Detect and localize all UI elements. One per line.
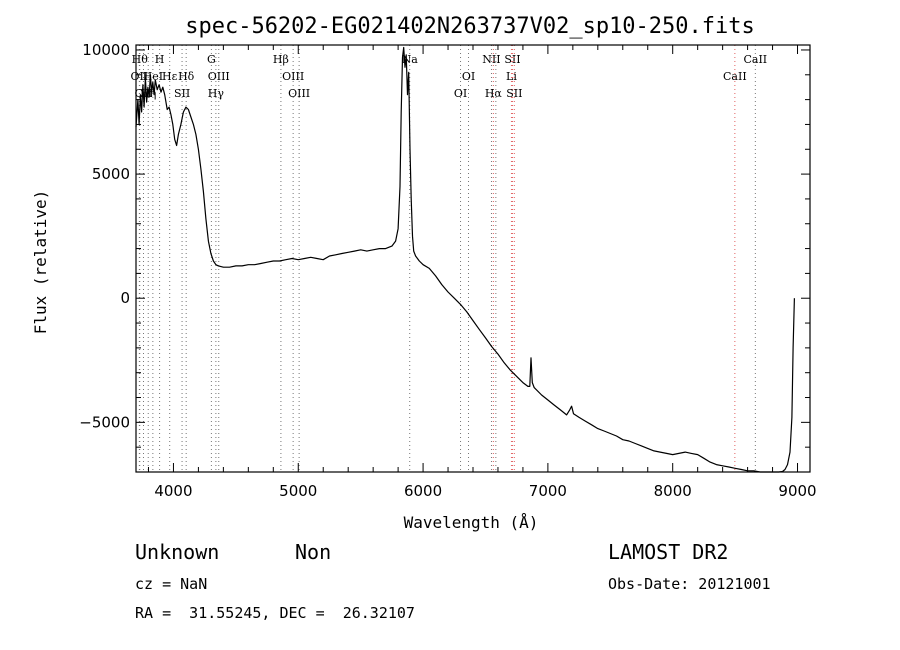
line-markers: HθOIIOIIHηHeIHHεSIIHδGHγOIIIHβOIIIOIIINa… (131, 45, 767, 472)
line-marker-label: Hγ (208, 87, 225, 100)
x-tick-label: 9000 (778, 482, 816, 500)
spectrum-series (135, 46, 795, 473)
plot-frame (135, 44, 811, 473)
y-tick-label: 0 (120, 289, 130, 307)
data-release: LAMOST DR2 (608, 540, 729, 564)
x-tick-label: 4000 (154, 482, 192, 500)
x-tick-label: 5000 (279, 482, 317, 500)
line-marker-label: Hδ (178, 70, 195, 83)
y-tick-label: −5000 (79, 413, 130, 431)
redshift-cz: cz = NaN (135, 575, 208, 593)
line-marker-label: G (207, 53, 216, 66)
line-marker-label: NII (482, 53, 500, 66)
line-marker-label: SII (174, 87, 190, 100)
line-marker-label: SII (504, 53, 520, 66)
line-marker-label: OIII (208, 70, 230, 83)
line-marker-label: OIII (288, 87, 310, 100)
line-marker-label: OIII (282, 70, 304, 83)
line-marker-label: Li (506, 70, 517, 83)
observation-date: Obs-Date: 20121001 (608, 575, 771, 593)
line-marker-label: Hθ (132, 53, 149, 66)
object-class: Unknown (135, 540, 220, 564)
x-tick-label: 7000 (529, 482, 567, 500)
spectrum-line (135, 46, 795, 473)
line-marker-label: CaII (723, 70, 747, 83)
line-marker-label: CaII (743, 53, 767, 66)
object-subclass: Non (295, 540, 332, 564)
x-axis-label: Wavelength (Å) (404, 513, 539, 532)
line-marker-label: OI (454, 87, 467, 100)
line-marker-label: Hβ (273, 53, 289, 66)
y-tick-label: 10000 (82, 41, 130, 59)
line-marker-label: H (155, 53, 165, 66)
line-marker-label: Hα (485, 87, 503, 100)
y-tick-label: 5000 (92, 165, 130, 183)
spectrum-chart: spec-56202-EG021402N263737V02_sp10-250.f… (31, 14, 817, 532)
x-tick-label: 6000 (404, 482, 442, 500)
line-marker-label: Hε (162, 70, 178, 83)
x-tick-label: 8000 (654, 482, 692, 500)
line-marker-label: HeI (143, 70, 163, 83)
y-axis-label: Flux (relative) (31, 190, 50, 335)
line-marker-label: OI (462, 70, 475, 83)
axes: 4000 5000 6000 7000 8000 9000 −5000 0 5000 10000 (79, 41, 816, 500)
line-marker-label: SII (506, 87, 522, 100)
coordinates: RA = 31.55245, DEC = 26.32107 (135, 604, 415, 622)
chart-title: spec-56202-EG021402N263737V02_sp10-250.f… (185, 14, 755, 39)
